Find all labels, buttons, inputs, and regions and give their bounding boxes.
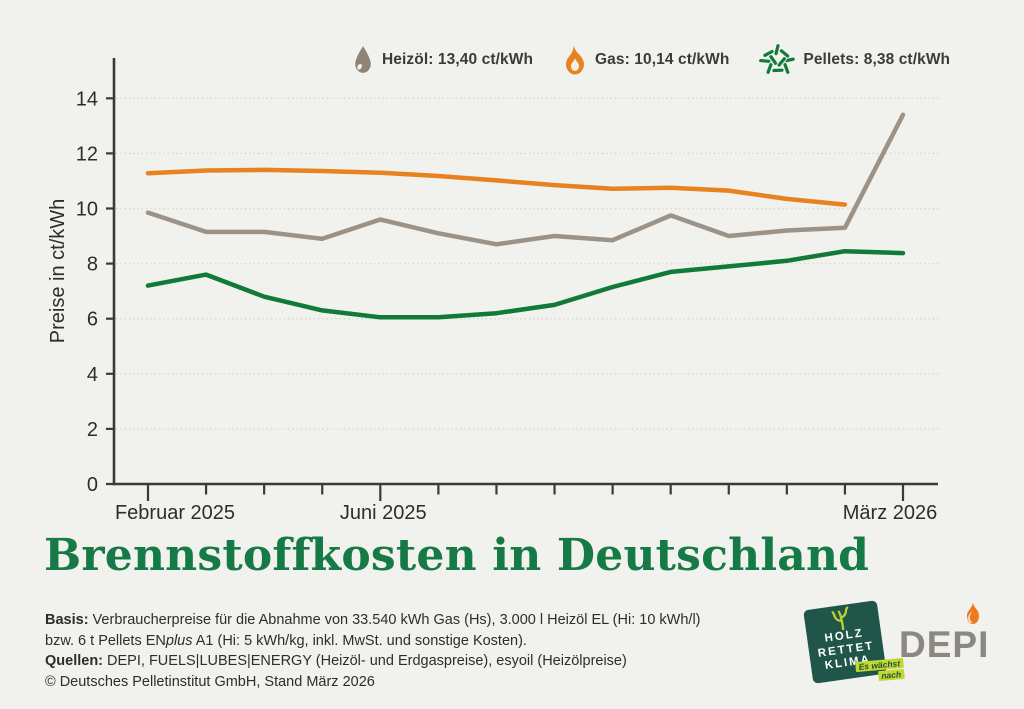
legend-item-heizoel: Heizöl: 13,40 ct/kWh	[352, 45, 533, 75]
basis-line2-post: A1 (Hi: 5 kWh/kg, inkl. MwSt. und sonsti…	[192, 632, 527, 649]
price-line-chart: 0 2 4 6 8 10 12 14 Preise in ct/kWh Februar 2025 J…	[47, 58, 940, 524]
depi-logo: DEPI	[899, 598, 1014, 683]
oil-drop-icon	[355, 46, 371, 73]
basis-line2-pre: bzw. 6 t Pellets EN	[45, 632, 166, 649]
legend-label-heizoel: Heizöl: 13,40 ct/kWh	[382, 51, 534, 68]
y-tick-label: 6	[87, 309, 98, 331]
footnote-copyright: © Deutsches Pelletinstitut GmbH, Stand M…	[45, 673, 375, 690]
series-line-pellets	[145, 248, 906, 320]
quellen-label: Quellen:	[45, 653, 104, 669]
footnote-quellen: Quellen: DEPI, FUELS|LUBES|ENERGY (Heizö…	[45, 651, 725, 672]
chart-legend: Heizöl: 13,40 ct/kWh Gas: 10,14 ct/kWh	[352, 44, 950, 76]
basis-line2-italic: plus	[165, 632, 193, 649]
footnote-basis-line2: bzw. 6 t Pellets ENplus A1 (Hi: 5 kWh/kg…	[45, 631, 725, 652]
y-axis-title: Preise in ct/kWh	[47, 199, 69, 343]
depi-wordmark: DEPI	[899, 624, 990, 665]
y-tick-label: 4	[87, 364, 98, 386]
legend-item-gas: Gas: 10,14 ct/kWh	[563, 45, 729, 75]
holz-badge-square: HOLZ RETTET KLIMA	[803, 600, 887, 684]
y-tick-label: 8	[87, 254, 98, 276]
basis-text: Verbraucherpreise für die Abnahme von 33…	[88, 612, 701, 628]
holz-rettet-klima-logo: HOLZ RETTET KLIMA Es wächst nach	[803, 600, 905, 692]
y-tick-label: 14	[76, 88, 98, 110]
y-tick-label: 10	[76, 199, 98, 221]
series-line-heizl	[145, 112, 906, 247]
flame-icon	[566, 45, 585, 75]
quellen-text: DEPI, FUELS|LUBES|ENERGY (Heizöl- und Er…	[103, 653, 627, 669]
legend-label-pellets: Pellets: 8,38 ct/kWh	[803, 51, 951, 68]
y-tick-label: 0	[87, 474, 98, 496]
legend-label-gas: Gas: 10,14 ct/kWh	[595, 51, 730, 68]
footnote-basis-line1: Basis: Verbraucherpreise für die Abnahme…	[45, 610, 725, 631]
legend-item-pellets: Pellets: 8,38 ct/kWh	[759, 44, 950, 76]
depi-flame-icon	[967, 602, 979, 624]
page-title: Brennstoffkosten in Deutschland	[44, 530, 870, 581]
series-line-gas	[145, 167, 848, 207]
pellets-icon	[759, 44, 796, 75]
tree-sprout-icon	[831, 606, 849, 631]
footnotes: Basis: Verbraucherpreise für die Abnahme…	[45, 610, 725, 692]
x-axis-label: Juni 2025	[340, 502, 427, 524]
basis-label: Basis:	[45, 612, 89, 628]
y-tick-label: 2	[87, 419, 98, 441]
x-axis-label: Februar 2025	[115, 502, 235, 524]
y-tick-label: 12	[76, 143, 98, 165]
x-axis-label: März 2026	[843, 502, 938, 524]
holz-badge-ribbon: Es wächst nach	[855, 657, 905, 683]
